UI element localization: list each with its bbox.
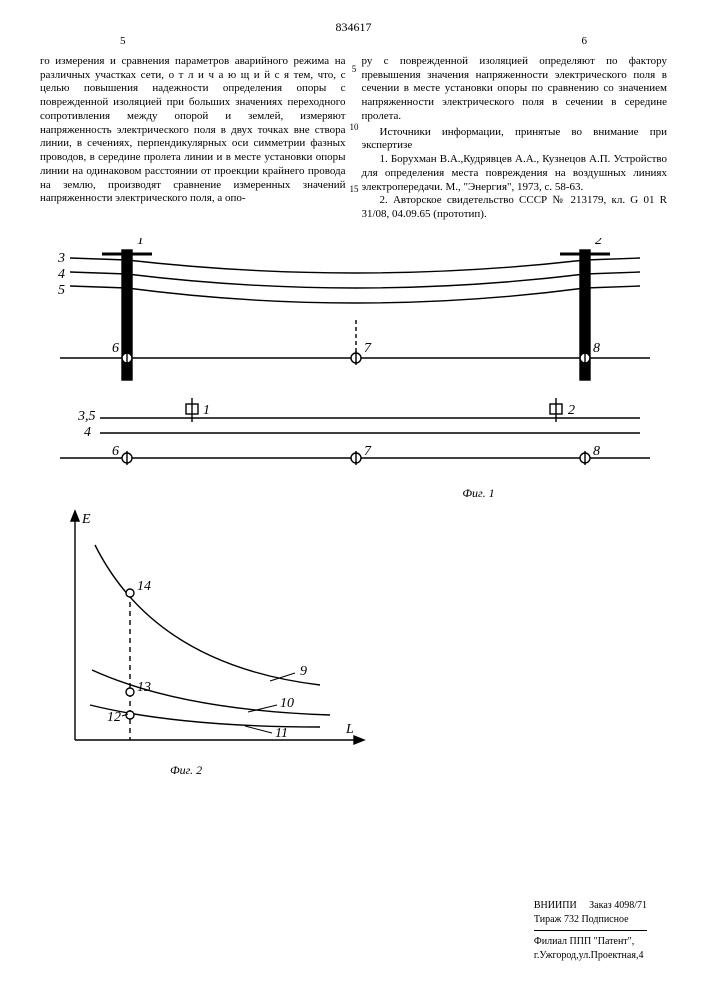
patent-number: 834617 (40, 20, 667, 35)
footer-address: г.Ужгород,ул.Проектная,4 (534, 949, 647, 963)
fig1-label: 6 (112, 341, 119, 356)
fig2-svg: E L 9 10 11 14 13 12 (40, 505, 380, 765)
fig1-label: 5 (58, 283, 65, 298)
fig1-caption: Фиг. 1 (290, 486, 667, 501)
fig2-point-label: 12 (107, 710, 121, 725)
page: 834617 5 6 5 10 15 го измерения и сравне… (0, 0, 707, 1000)
right-sources-title: Источники информации, принятые во вниман… (362, 126, 668, 154)
col-num-right: 6 (582, 35, 588, 49)
fig1-label: 1 (137, 238, 144, 248)
footer-org: ВНИИПИ (534, 900, 577, 911)
fig1-label: 8 (593, 341, 600, 356)
fig2-x-axis: L (345, 722, 354, 737)
line-number: 10 (348, 122, 360, 133)
fig1-label: 3 (57, 251, 65, 266)
footer-branch: Филиал ППП "Патент", (534, 935, 647, 949)
footer-divider (534, 930, 647, 931)
fig2-point-label: 13 (137, 680, 151, 695)
page-header: 5 6 (40, 35, 667, 49)
fig2-curve-label: 9 (300, 664, 307, 679)
fig1-label: 2 (568, 403, 575, 418)
right-ref1: 1. Борухман В.А.,Кудрявцев А.А., Кузнецо… (362, 153, 668, 194)
fig1-label: 8 (593, 444, 600, 459)
footer: ВНИИПИ Заказ 4098/71 Тираж 732 Подписное… (534, 899, 647, 962)
fig2-caption: Фиг. 2 (170, 763, 667, 778)
fig1-svg: 1 2 3 4 5 6 7 8 3,5 1 2 4 6 7 8 (40, 238, 660, 488)
fig1-label: 4 (84, 425, 91, 440)
right-column: ру с поврежденной изоляцией определяют п… (362, 55, 668, 222)
line-number: 15 (348, 184, 360, 195)
text-columns: го измерения и сравнения параметров авар… (40, 55, 667, 222)
fig2-curve-label: 10 (280, 696, 294, 711)
fig1-label: 7 (364, 341, 372, 356)
fig1-label: 4 (58, 267, 65, 282)
footer-order: Заказ 4098/71 (589, 900, 647, 911)
fig1-label: 6 (112, 444, 119, 459)
col-num-left: 5 (120, 35, 126, 49)
left-column-text: го измерения и сравнения параметров авар… (40, 55, 346, 206)
fig2-point-label: 14 (137, 579, 151, 594)
fig2-curve-label: 11 (275, 726, 288, 741)
right-ref2: 2. Авторское свидетельство СССР № 213179… (362, 194, 668, 222)
left-column: го измерения и сравнения параметров авар… (40, 55, 346, 222)
figure-2: E L 9 10 11 14 13 12 Фиг. 2 (40, 505, 667, 778)
right-p1: ру с поврежденной изоляцией определяют п… (362, 55, 668, 124)
fig1-label: 3,5 (77, 409, 96, 424)
line-number: 5 (348, 64, 360, 75)
footer-tirazh: Тираж 732 Подписное (534, 913, 647, 927)
fig1-label: 2 (595, 238, 602, 248)
fig2-y-axis: E (81, 512, 91, 527)
fig1-label: 1 (203, 403, 210, 418)
figure-1: 1 2 3 4 5 6 7 8 3,5 1 2 4 6 7 8 Фиг. 1 (40, 238, 667, 501)
fig1-label: 7 (364, 444, 372, 459)
